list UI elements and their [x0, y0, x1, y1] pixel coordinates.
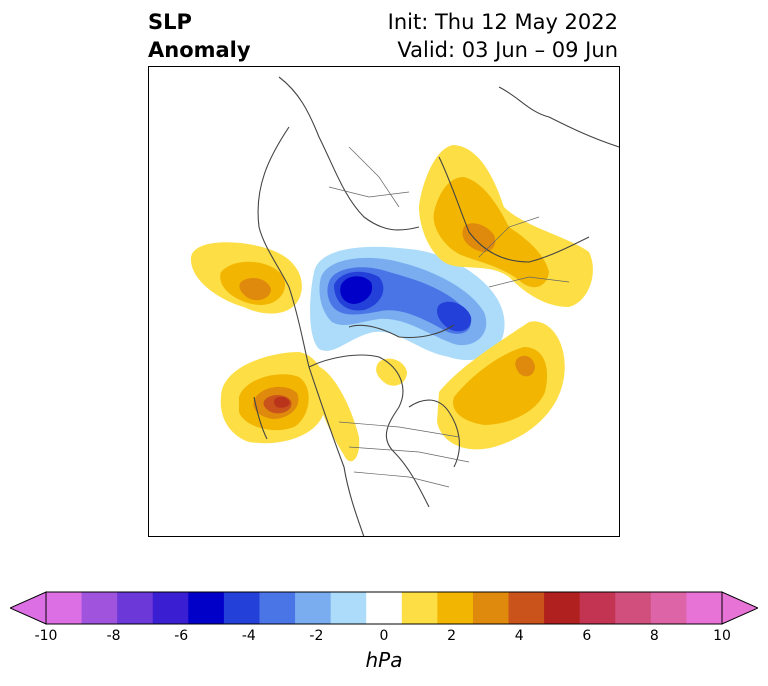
- anomaly-bering-positive: [190, 242, 302, 314]
- colorbar-tick-label: -2: [309, 628, 324, 644]
- colorbar-bin: [544, 592, 581, 624]
- anomaly-atlantic-positive: [437, 321, 565, 450]
- colorbar-bin: [686, 592, 723, 624]
- colorbar-bin: [366, 592, 403, 624]
- colorbar-tick-label: 4: [514, 628, 524, 644]
- colorbar-bin: [472, 592, 510, 624]
- anomaly-westna-positive: [309, 365, 360, 462]
- colorbar-bin: [152, 592, 189, 624]
- colorbar-bin: [117, 592, 154, 624]
- colorbar-bin: [401, 592, 438, 624]
- colorbar-tick-label: -8: [106, 628, 121, 644]
- colorbar-tick-label: -6: [174, 628, 189, 644]
- map-canvas: [190, 76, 619, 536]
- anomaly-eurasia-positive: [419, 145, 593, 307]
- colorbar-tick-label: 0: [379, 628, 389, 644]
- anomaly-pacific-positive: [220, 352, 326, 444]
- colorbar-bin: [330, 592, 367, 624]
- borders: [328, 146, 570, 488]
- title-line-2: Anomaly: [148, 38, 251, 62]
- colorbar-bin: [46, 592, 83, 624]
- colorbar-extend-high: [721, 591, 758, 625]
- colorbar-tick-label: -4: [241, 628, 256, 644]
- map-panel: [148, 66, 620, 537]
- colorbar-tick-label: 6: [582, 628, 592, 644]
- colorbar-unit-label: hPa: [365, 648, 403, 672]
- colorbar-bins: [46, 592, 723, 624]
- colorbar-bin: [579, 592, 616, 624]
- colorbar-outline: [45, 591, 723, 625]
- colorbar: [10, 591, 758, 625]
- colorbar-tick-label: 8: [649, 628, 659, 644]
- colorbar-extend-low: [10, 591, 47, 625]
- forecast-dates: Init: Thu 12 May 2022 Valid: 03 Jun – 09…: [388, 8, 618, 64]
- colorbar-tick-label: 2: [447, 628, 457, 644]
- title-line-1: SLP: [148, 10, 192, 34]
- colorbar-tick-label: 10: [713, 628, 731, 644]
- colorbar-tick-label: -10: [34, 628, 58, 644]
- colorbar-bin: [259, 592, 296, 624]
- colorbar-bin: [437, 592, 474, 624]
- colorbar-bin: [650, 592, 687, 624]
- valid-range: Valid: 03 Jun – 09 Jun: [397, 38, 618, 62]
- colorbar-bin: [81, 592, 118, 624]
- init-date: Init: Thu 12 May 2022: [387, 10, 618, 34]
- coastlines: [253, 76, 619, 536]
- colorbar-bin: [508, 592, 545, 624]
- anomaly-arctic-negative: [310, 246, 505, 361]
- colorbar-bin: [295, 592, 332, 624]
- colorbar-bin: [615, 592, 652, 624]
- colorbar-bin: [223, 592, 260, 624]
- map-title: SLP Anomaly: [148, 8, 251, 64]
- anomaly-hudson-positive: [376, 358, 407, 386]
- colorbar-bin: [188, 592, 225, 624]
